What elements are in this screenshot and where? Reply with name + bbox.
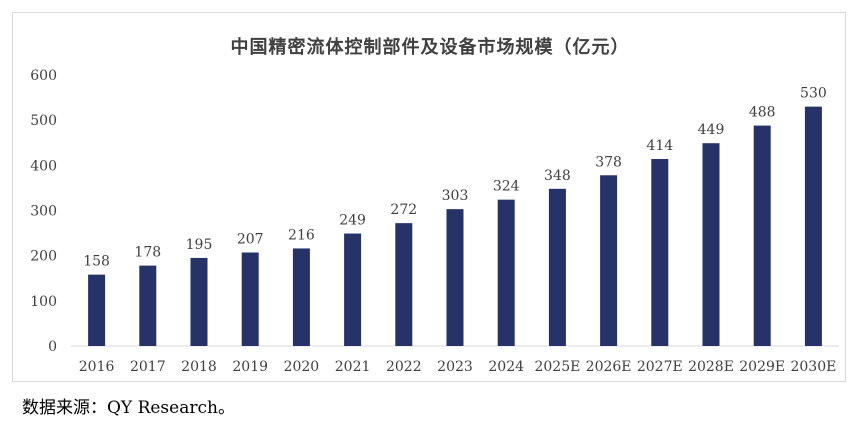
x-tick-label: 2018 <box>181 359 217 375</box>
chart-frame: 中国精密流体控制部件及设备市场规模（亿元） 0 100 200 300 400 500 60… <box>12 12 846 382</box>
x-tick-label: 2023 <box>437 359 473 375</box>
bar <box>804 106 822 346</box>
x-tick-label: 2019 <box>232 359 268 375</box>
y-tick-label: 100 <box>30 294 57 310</box>
bar <box>446 209 464 346</box>
x-tick-label: 2026E <box>586 359 632 375</box>
bar <box>497 199 515 346</box>
data-label: 195 <box>186 237 213 253</box>
y-tick-label: 300 <box>30 204 57 220</box>
bar <box>753 125 771 346</box>
data-label: 216 <box>288 227 315 243</box>
bar <box>344 233 362 346</box>
bar-chart: 0 100 200 300 400 500 600 158 2016 178 2017 195 2018… <box>30 68 839 375</box>
data-label: 324 <box>493 179 520 195</box>
y-tick-label: 400 <box>30 158 57 174</box>
data-label: 158 <box>83 254 110 270</box>
bar <box>651 159 669 346</box>
bar <box>88 274 106 346</box>
x-tick-label: 2025E <box>534 359 580 375</box>
x-tick-label: 2021 <box>335 359 371 375</box>
data-label: 207 <box>237 232 264 248</box>
x-tick-label: 2017 <box>130 359 166 375</box>
data-label: 378 <box>595 154 622 170</box>
x-tick-label: 2022 <box>386 359 422 375</box>
x-tick-label: 2030E <box>790 359 836 375</box>
data-label: 249 <box>339 213 366 229</box>
bar <box>241 252 259 346</box>
x-tick-label: 2027E <box>637 359 683 375</box>
x-tick-label: 2024 <box>488 359 524 375</box>
data-label: 414 <box>646 138 673 154</box>
y-tick-label: 600 <box>30 68 57 84</box>
data-label: 488 <box>749 105 776 121</box>
chart-title: 中国精密流体控制部件及设备市场规模（亿元） <box>230 37 630 58</box>
bar <box>139 265 157 346</box>
data-label: 530 <box>800 86 827 102</box>
bar <box>292 248 310 346</box>
bar <box>548 188 566 346</box>
x-tick-label: 2028E <box>688 359 734 375</box>
bar <box>702 143 720 346</box>
x-tick-label: 2016 <box>79 359 115 375</box>
x-tick-label: 2020 <box>284 359 320 375</box>
data-label: 449 <box>698 122 725 138</box>
bar <box>600 175 618 346</box>
data-label: 178 <box>134 245 161 261</box>
y-tick-label: 500 <box>30 113 57 129</box>
data-label: 303 <box>442 188 469 204</box>
x-tick-label: 2029E <box>739 359 785 375</box>
bar <box>395 223 413 346</box>
y-tick-label: 0 <box>48 339 57 355</box>
bar <box>190 257 208 346</box>
data-label: 348 <box>544 168 571 184</box>
source-note: 数据来源：QY Research。 <box>22 398 235 418</box>
data-label: 272 <box>390 202 417 218</box>
y-tick-label: 200 <box>30 249 57 265</box>
